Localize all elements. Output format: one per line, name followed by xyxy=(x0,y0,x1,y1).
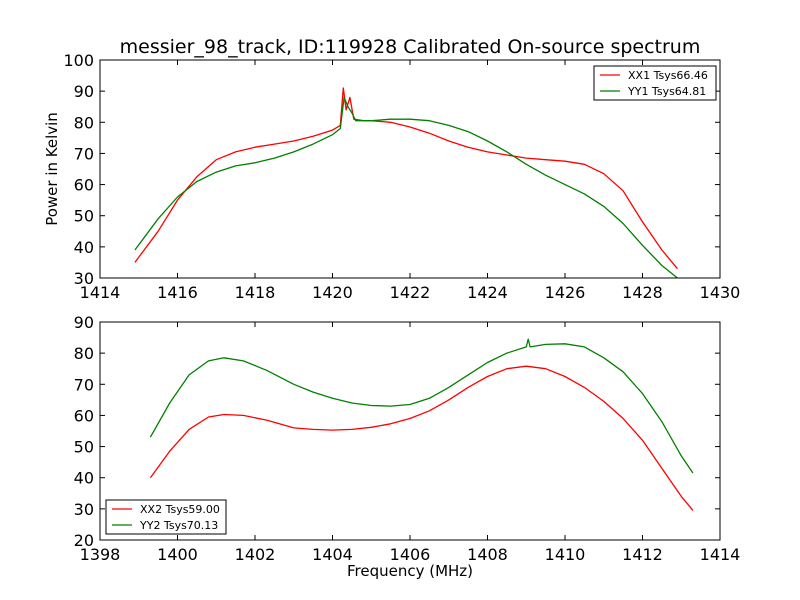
y-tick-label: 70 xyxy=(74,375,94,394)
legend-box xyxy=(105,499,227,535)
y-tick-label: 80 xyxy=(74,344,94,363)
x-tick-label: 1416 xyxy=(157,283,198,302)
legend: XX1 Tsys66.46 YY1 Tsys64.81 xyxy=(593,65,717,101)
legend: XX2 Tsys59.00 YY2 Tsys70.13 xyxy=(105,499,227,535)
y-axis-label: Power in Kelvin xyxy=(43,112,61,226)
x-tick-label: 1414 xyxy=(80,283,121,302)
y-tick-label: 30 xyxy=(74,269,94,288)
x-tick-label: 1400 xyxy=(157,545,198,564)
y-tick-label: 20 xyxy=(74,531,94,550)
y-tick-label: 50 xyxy=(74,207,94,226)
y-tick-label: 80 xyxy=(74,113,94,132)
x-tick-label: 1398 xyxy=(80,545,121,564)
legend-label: YY1 Tsys64.81 xyxy=(627,85,706,98)
x-tick-label: 1422 xyxy=(390,283,431,302)
y-tick-label: 60 xyxy=(74,176,94,195)
y-tick-label: 90 xyxy=(74,82,94,101)
x-tick-label: 1412 xyxy=(622,545,663,564)
x-tick-label: 1402 xyxy=(235,545,276,564)
series-line-0-1 xyxy=(134,96,678,279)
top-spectrum-chart: 1414 1416 1418 1420 1422 1424 1426 1428 1430 30 40… xyxy=(63,51,740,302)
x-tick-label: 1426 xyxy=(545,283,586,302)
y-tick-label: 60 xyxy=(74,406,94,425)
x-axis-label: Frequency (MHz) xyxy=(347,562,473,580)
legend-label: XX2 Tsys59.00 xyxy=(140,503,220,516)
x-tick-label: 1408 xyxy=(467,545,508,564)
x-tick-label: 1404 xyxy=(312,545,353,564)
chart-title: messier_98_track, ID:119928 Calibrated O… xyxy=(120,36,701,58)
y-tick-label: 50 xyxy=(74,438,94,457)
legend-label: XX1 Tsys66.46 xyxy=(628,69,708,82)
y-tick-label: 100 xyxy=(63,51,94,70)
series-line-1-1 xyxy=(149,338,694,474)
x-tick-label: 1424 xyxy=(467,283,508,302)
x-tick-label: 1410 xyxy=(545,545,586,564)
series-line-1-0 xyxy=(149,365,694,511)
x-tick-label: 1414 xyxy=(700,545,741,564)
x-tick-label: 1418 xyxy=(235,283,276,302)
y-tick-label: 90 xyxy=(74,313,94,332)
bottom-spectrum-chart: 1398 1400 1402 1404 1406 1408 1410 1412 1414 20 30… xyxy=(74,313,741,564)
x-tick-label: 1420 xyxy=(312,283,353,302)
x-tick-label: 1428 xyxy=(622,283,663,302)
legend-box xyxy=(593,65,717,101)
y-tick-label: 40 xyxy=(74,469,94,488)
x-tick-label: 1430 xyxy=(700,283,741,302)
legend-label: YY2 Tsys70.13 xyxy=(139,519,218,532)
y-tick-label: 40 xyxy=(74,238,94,257)
y-tick-label: 70 xyxy=(74,144,94,163)
x-tick-label: 1406 xyxy=(390,545,431,564)
y-tick-label: 30 xyxy=(74,500,94,519)
